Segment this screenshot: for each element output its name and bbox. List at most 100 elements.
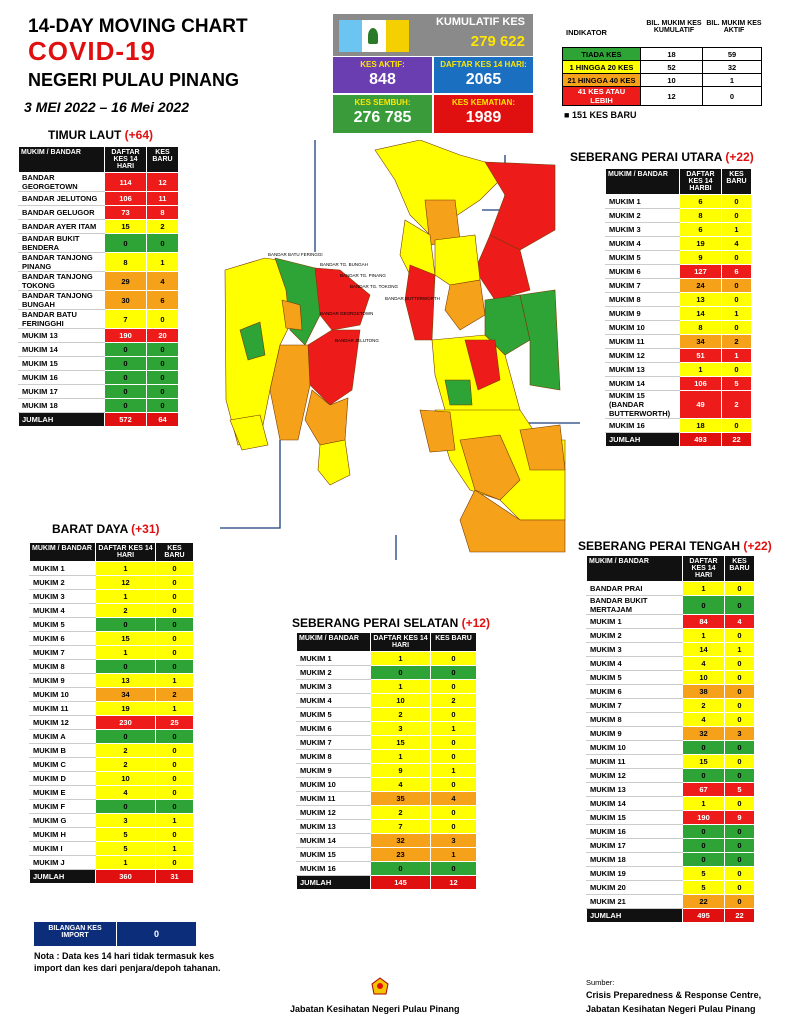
indicator-table: TIADA KES 18 59 1 HINGGA 20 KES 52 32 21 HINGG… bbox=[562, 47, 762, 106]
map-label-butterworth: BANDAR BUTTERWORTH bbox=[385, 296, 440, 301]
mukim-name: MUKIM E bbox=[29, 785, 96, 800]
new-cases: 0 bbox=[721, 292, 752, 307]
cases-14-day: 0 bbox=[682, 838, 725, 853]
new-cases: 0 bbox=[430, 707, 477, 722]
mukim-name: MUKIM B bbox=[29, 743, 96, 758]
table-row: MUKIM D 10 0 bbox=[29, 771, 194, 786]
cases-14-day: 2 bbox=[370, 707, 431, 722]
table-row: MUKIM 7 15 0 bbox=[296, 735, 477, 750]
kematian-label: KES KEMATIAN: bbox=[452, 98, 515, 107]
column-header: DAFTAR KES 14 HARBI bbox=[679, 168, 722, 195]
mukim-name: MUKIM 11 bbox=[29, 701, 96, 716]
table-header: MUKIM / BANDAR DAFTAR KES 14 HARI KES BARU bbox=[296, 632, 477, 652]
mukim-name: MUKIM 13 bbox=[296, 819, 371, 834]
new-cases: 0 bbox=[155, 729, 194, 744]
cases-14-day: 106 bbox=[104, 191, 147, 206]
bd-connector-line bbox=[220, 440, 281, 529]
new-cases: 1 bbox=[724, 642, 755, 657]
mukim-name: BANDAR GELUGOR bbox=[18, 205, 105, 220]
table-row: MUKIM 9 32 3 bbox=[586, 726, 755, 741]
cases-14-day: 3 bbox=[370, 721, 431, 736]
total-label: JUMLAH bbox=[18, 412, 105, 427]
mukim-name: MUKIM 9 bbox=[29, 673, 96, 688]
mukim-name: MUKIM J bbox=[29, 855, 96, 870]
kumulatif-label: KUMULATIF KES bbox=[435, 16, 525, 28]
table-row: MUKIM 5 10 0 bbox=[586, 670, 755, 685]
mukim-name: MUKIM 7 bbox=[29, 645, 96, 660]
table-row: MUKIM 20 5 0 bbox=[586, 880, 755, 895]
cases-14-day: 10 bbox=[682, 670, 725, 685]
cases-14-day: 23 bbox=[370, 847, 431, 862]
table-row: MUKIM 13 67 5 bbox=[586, 782, 755, 797]
mukim-name: MUKIM 8 bbox=[605, 292, 680, 307]
column-header: KES BARU bbox=[721, 168, 752, 195]
cases-14-day: 0 bbox=[370, 861, 431, 876]
cases-14-day: 2 bbox=[370, 805, 431, 820]
new-cases: 1 bbox=[155, 841, 194, 856]
new-cases: 0 bbox=[724, 754, 755, 769]
cases-14-day: 38 bbox=[682, 684, 725, 699]
new-cases: 6 bbox=[721, 264, 752, 279]
column-header: MUKIM / BANDAR bbox=[18, 146, 105, 173]
column-header: DAFTAR KES 14 HARI bbox=[682, 555, 725, 582]
sps-table: MUKIM / BANDAR DAFTAR KES 14 HARI KES BARU… bbox=[296, 632, 477, 890]
kumulatif-value: 279 622 bbox=[470, 33, 525, 50]
cases-14-day: 0 bbox=[682, 740, 725, 755]
table-row: MUKIM 7 24 0 bbox=[605, 278, 752, 293]
mukim-name: MUKIM 5 bbox=[29, 617, 96, 632]
cases-14-day: 0 bbox=[104, 342, 147, 357]
mukim-name: MUKIM A bbox=[29, 729, 96, 744]
table-row: BANDAR PRAI 1 0 bbox=[586, 581, 755, 596]
table-row: MUKIM 9 13 1 bbox=[29, 673, 194, 688]
mukim-name: MUKIM 13 bbox=[605, 362, 680, 377]
cases-14-day: 8 bbox=[679, 320, 722, 335]
total-row: JUMLAH 572 64 bbox=[18, 412, 179, 427]
cases-14-day: 4 bbox=[370, 777, 431, 792]
indicator-row: 1 HINGGA 20 KES 52 32 bbox=[562, 60, 762, 74]
mukim-name: MUKIM 17 bbox=[586, 838, 683, 853]
table-row: MUKIM 12 2 0 bbox=[296, 805, 477, 820]
column-header: MUKIM / BANDAR bbox=[29, 542, 96, 562]
new-cases: 3 bbox=[430, 833, 477, 848]
new-cases: 0 bbox=[724, 684, 755, 699]
new-cases: 0 bbox=[155, 659, 194, 674]
new-cases: 1 bbox=[155, 813, 194, 828]
tl-name: TIMUR LAUT bbox=[48, 128, 122, 142]
footer-source2: Jabatan Kesihatan Negeri Pulau Pinang bbox=[586, 1004, 756, 1014]
new-cases: 0 bbox=[155, 631, 194, 646]
mukim-name: MUKIM 8 bbox=[586, 712, 683, 727]
cases-14-day: 4 bbox=[95, 785, 156, 800]
table-row: MUKIM 10 8 0 bbox=[605, 320, 752, 335]
new-cases: 0 bbox=[724, 852, 755, 867]
new-cases: 12 bbox=[146, 172, 179, 192]
import-value: 0 bbox=[116, 922, 196, 946]
total-14-day: 495 bbox=[682, 908, 725, 923]
seberang-perai-mainland bbox=[374, 140, 566, 553]
stat-sembuh: KES SEMBUH: 276 785 bbox=[333, 95, 432, 133]
new-cases: 0 bbox=[146, 233, 179, 253]
table-row: MUKIM 11 34 2 bbox=[605, 334, 752, 349]
cases-14-day: 1 bbox=[95, 645, 156, 660]
new-cases: 0 bbox=[724, 894, 755, 909]
new-cases: 0 bbox=[724, 670, 755, 685]
stat-daftar: DAFTAR KES 14 HARI: 2065 bbox=[434, 57, 533, 93]
mukim-name: MUKIM 15 (BANDAR BUTTERWORTH) bbox=[605, 390, 680, 419]
cases-14-day: 2 bbox=[682, 698, 725, 713]
mukim-name: MUKIM G bbox=[29, 813, 96, 828]
mukim-name: MUKIM 2 bbox=[296, 665, 371, 680]
cases-14-day: 2 bbox=[95, 603, 156, 618]
total-row: JUMLAH 493 22 bbox=[605, 432, 752, 447]
table-row: MUKIM 1 84 4 bbox=[586, 614, 755, 629]
indicator-cumulative: 10 bbox=[640, 73, 703, 87]
column-header: DAFTAR KES 14 HARI bbox=[95, 542, 156, 562]
mukim-name: MUKIM 9 bbox=[605, 306, 680, 321]
new-cases: 5 bbox=[724, 782, 755, 797]
